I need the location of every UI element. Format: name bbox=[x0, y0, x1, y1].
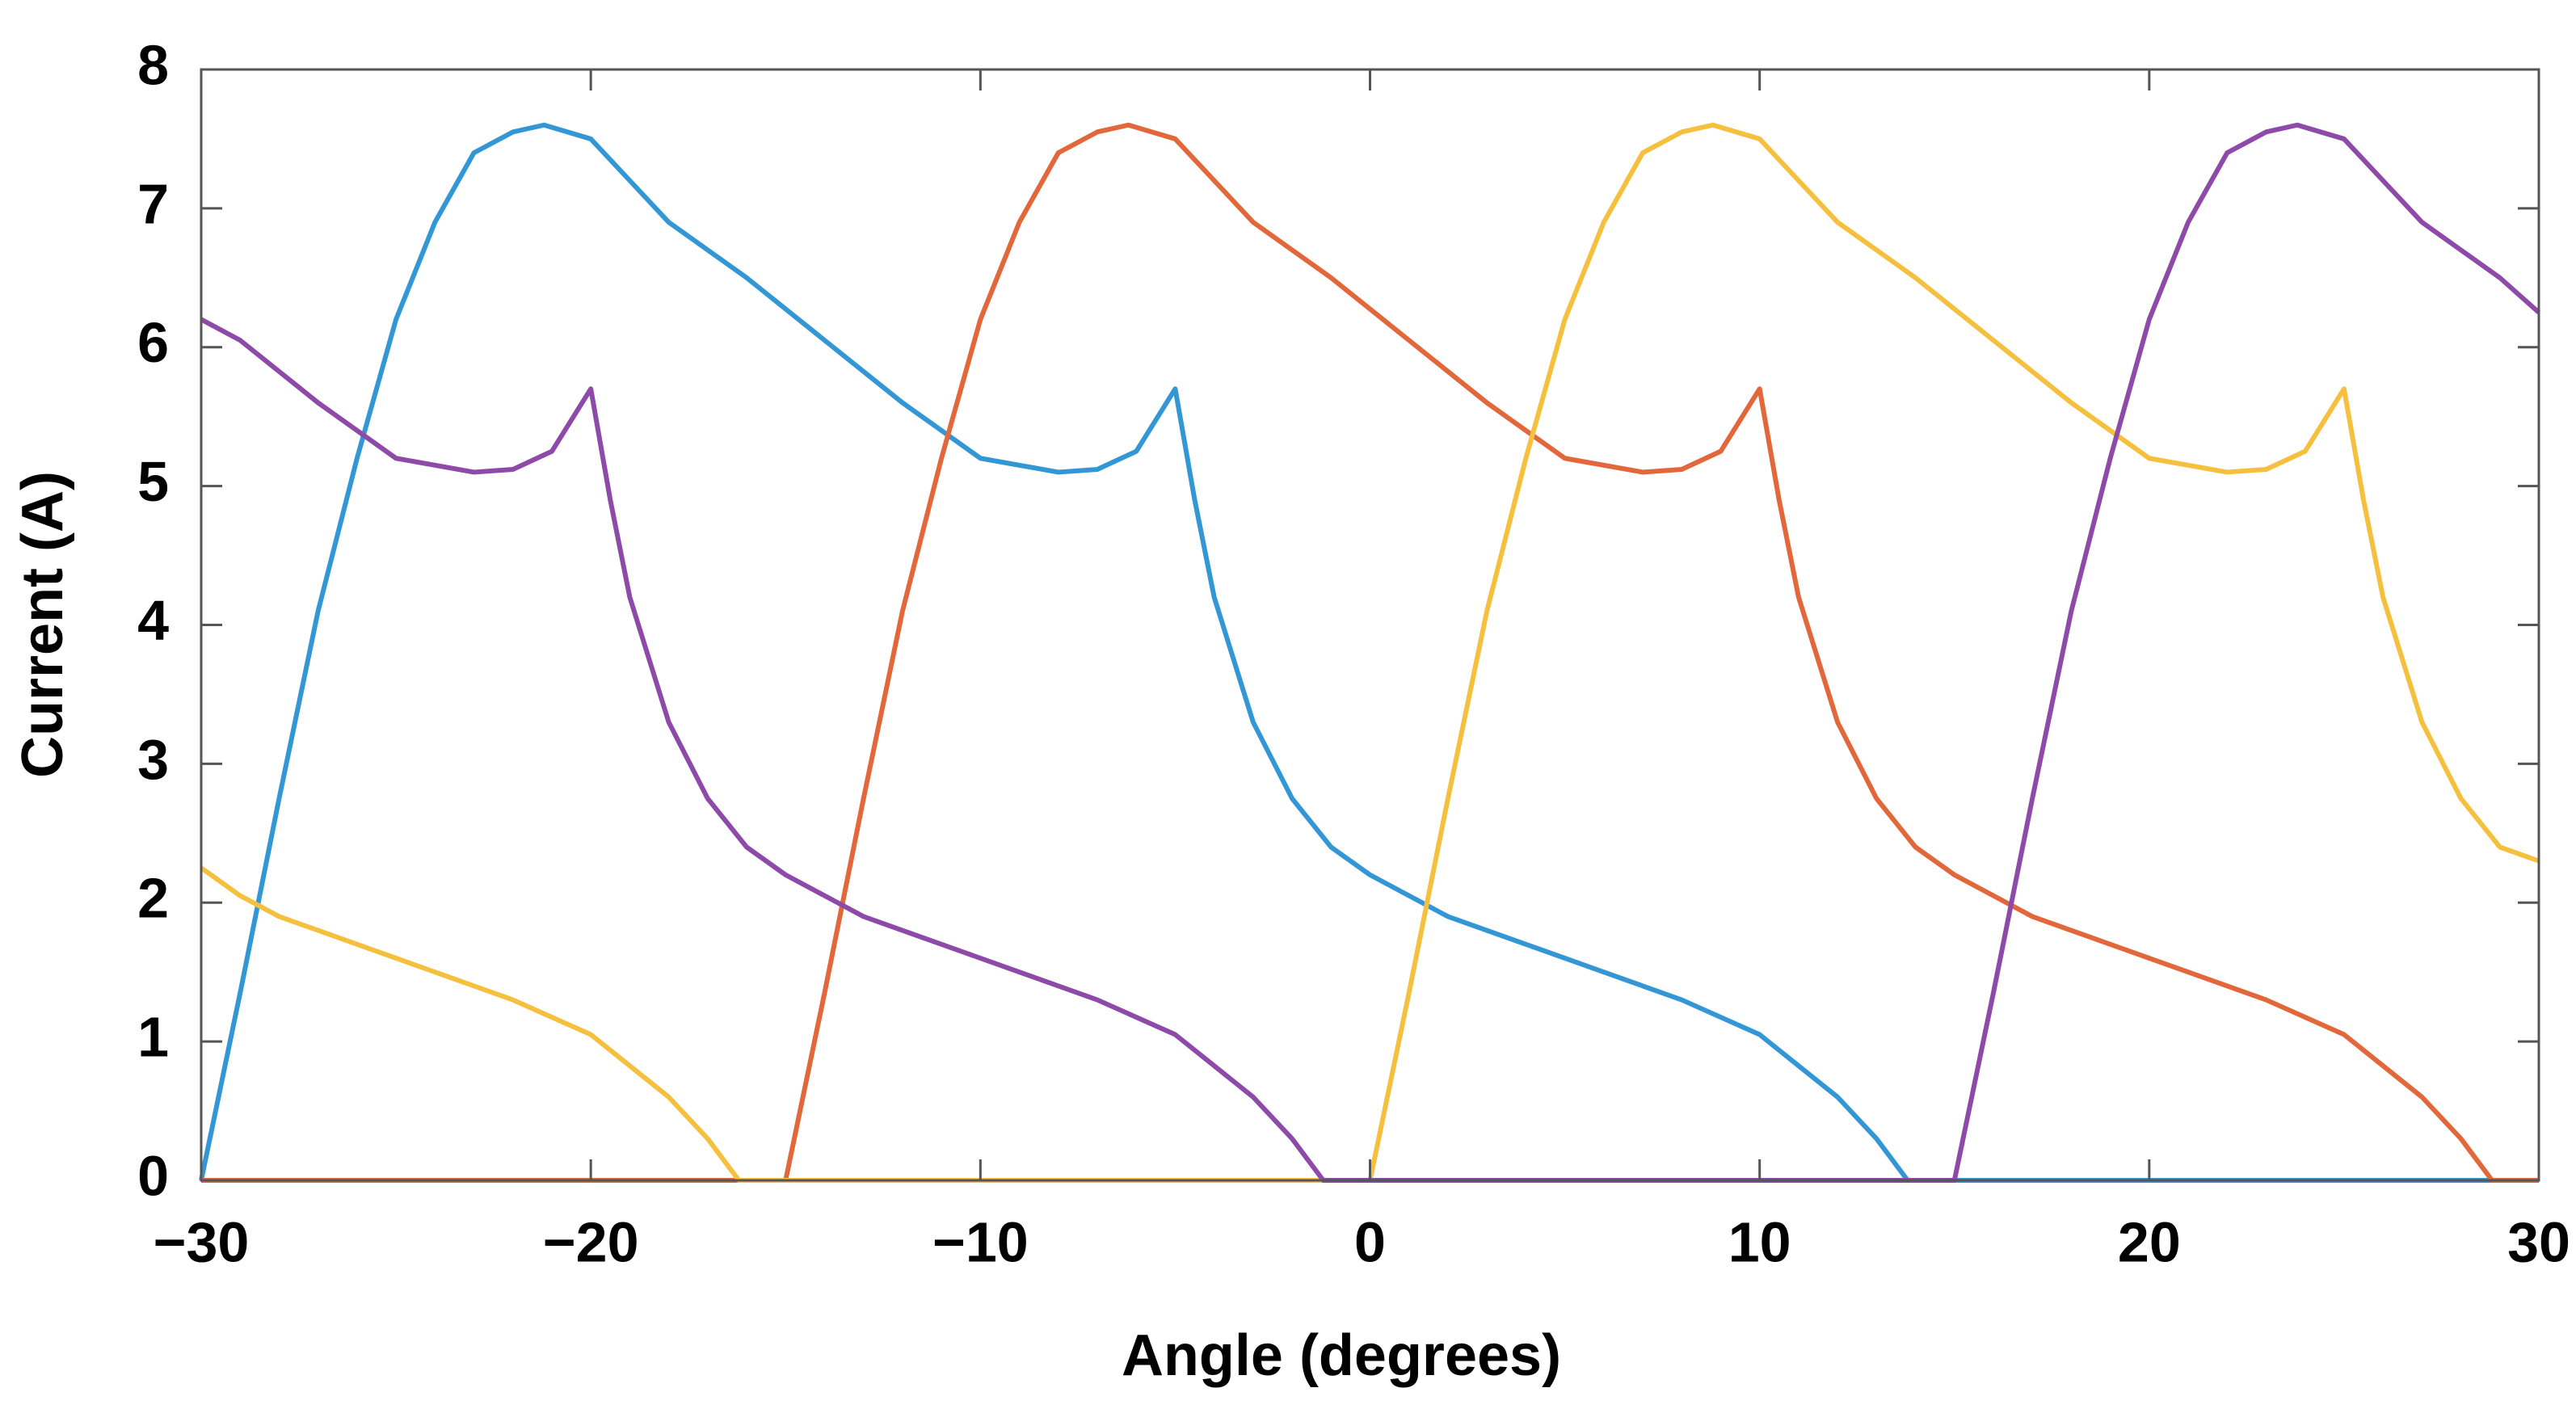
y-axis-label: Current (A) bbox=[11, 471, 75, 778]
y-tick-label: 0 bbox=[137, 1144, 169, 1207]
y-tick-label: 5 bbox=[137, 450, 169, 513]
x-tick-label: −20 bbox=[543, 1210, 639, 1273]
x-tick-label: 20 bbox=[2118, 1210, 2181, 1273]
y-tick-label: 7 bbox=[137, 172, 169, 235]
plot-frame bbox=[200, 68, 2540, 1182]
x-tick-label: −30 bbox=[154, 1210, 250, 1273]
x-tick-label: 0 bbox=[1354, 1210, 1386, 1273]
series-line bbox=[200, 122, 2540, 1183]
series-line bbox=[200, 122, 2540, 1183]
series-line bbox=[201, 122, 2539, 1183]
x-tick-label: −10 bbox=[932, 1210, 1029, 1273]
y-tick-label: 2 bbox=[137, 867, 169, 930]
series-line bbox=[199, 122, 2539, 1183]
y-tick-label: 1 bbox=[137, 1006, 169, 1069]
y-tick-label: 6 bbox=[137, 311, 169, 374]
x-axis-label: Angle (degrees) bbox=[1122, 1323, 1561, 1388]
y-tick-label: 3 bbox=[137, 728, 169, 791]
y-tick-label: 4 bbox=[137, 589, 169, 652]
x-tick-label: 10 bbox=[1728, 1210, 1791, 1273]
y-tick-label: 8 bbox=[137, 33, 169, 96]
x-tick-label: 30 bbox=[2507, 1210, 2570, 1273]
